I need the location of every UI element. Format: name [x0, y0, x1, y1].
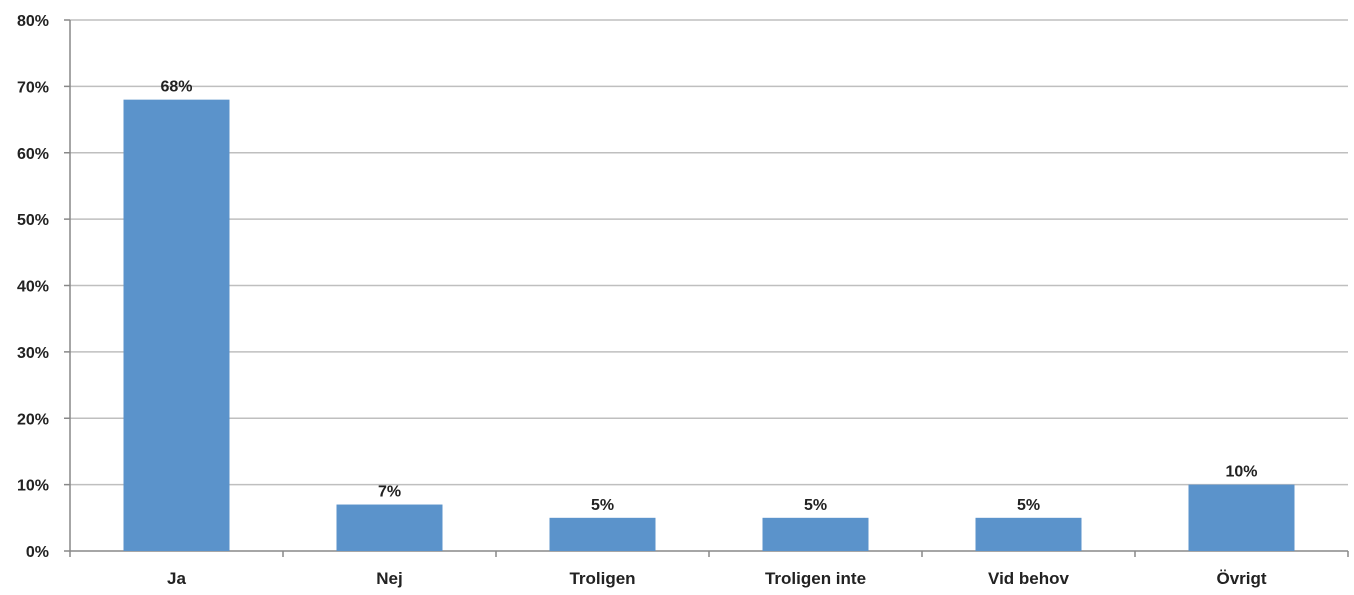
axes: [64, 19, 1349, 557]
y-tick-label: 70%: [17, 79, 49, 96]
gridlines: [70, 19, 1348, 486]
labels: 0% 10% 20% 30% 40% 50% 60% 70% 80% 68% Ja 7% Nej 5% Tr…: [17, 13, 1267, 588]
y-tick-label: 40%: [17, 279, 49, 296]
bar: [549, 517, 656, 551]
y-tick-label: 60%: [17, 146, 49, 163]
x-tick-label: Troligen: [569, 569, 635, 588]
data-label: 5%: [1017, 497, 1040, 514]
x-tick-label: Vid behov: [988, 569, 1069, 588]
data-label: 7%: [378, 484, 401, 501]
bar: [762, 517, 869, 551]
data-label: 5%: [804, 497, 827, 514]
y-tick-label: 30%: [17, 345, 49, 362]
bars: [123, 99, 1295, 552]
y-tick-label: 0%: [26, 544, 49, 561]
data-label: 68%: [160, 79, 192, 96]
bar: [336, 504, 443, 551]
bar: [1188, 484, 1295, 551]
x-tick-label: Ja: [167, 569, 186, 588]
bar: [975, 517, 1082, 551]
x-tick-label: Övrigt: [1216, 569, 1266, 588]
y-tick-label: 50%: [17, 212, 49, 229]
bar: [123, 99, 230, 552]
x-tick-label: Nej: [376, 569, 402, 588]
data-label: 5%: [591, 497, 614, 514]
x-tick-label: Troligen inte: [765, 569, 866, 588]
y-tick-label: 80%: [17, 13, 49, 30]
y-tick-label: 10%: [17, 478, 49, 495]
data-label: 10%: [1225, 464, 1257, 481]
y-tick-label: 20%: [17, 411, 49, 428]
